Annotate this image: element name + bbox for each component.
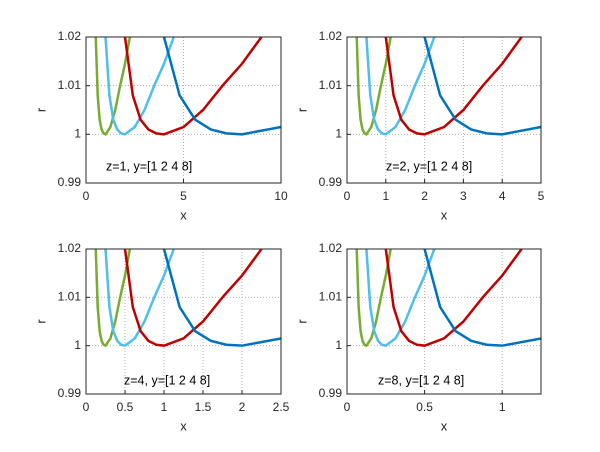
y-tick-label: 0.99 — [319, 386, 343, 400]
x-tick-label: 0 — [344, 400, 351, 414]
subplot: 0.99 1 1.01 1.02 0 0.5 1 z=8, y=[1 2 4 8] x r — [294, 241, 542, 433]
y-tick-label: 1.01 — [319, 290, 343, 304]
y-axis-label: r — [294, 107, 309, 112]
y-tick-label: 1 — [74, 338, 81, 352]
series-line — [423, 249, 541, 347]
y-tick-label: 1.02 — [58, 241, 82, 255]
x-tick-label: 1 — [382, 189, 389, 203]
series-line — [423, 37, 541, 136]
series-line — [94, 249, 132, 348]
y-axis-label: r — [33, 107, 48, 112]
series-line — [384, 37, 523, 136]
x-tick-label: 10 — [274, 189, 288, 203]
x-tick-label: 1.5 — [195, 400, 212, 414]
x-axis-label: x — [180, 418, 187, 433]
series-line — [104, 249, 175, 348]
x-tick-label: 5 — [180, 189, 187, 203]
x-tick-label: 2 — [421, 189, 428, 203]
y-axis-label: r — [294, 319, 309, 324]
x-tick-label: 0.5 — [117, 400, 134, 414]
series-line — [355, 249, 392, 348]
y-tick-label: 1.01 — [58, 290, 82, 304]
x-tick-label: 0 — [83, 400, 90, 414]
series-line — [123, 249, 263, 347]
x-tick-label: 1 — [161, 400, 168, 414]
y-tick-label: 1.01 — [58, 78, 82, 92]
y-tick-label: 1.02 — [58, 29, 82, 43]
x-axis-label: x — [441, 207, 448, 222]
y-tick-label: 0.99 — [319, 175, 343, 189]
axes-frame — [85, 36, 282, 184]
y-tick-label: 1 — [74, 127, 81, 141]
series-line — [384, 249, 523, 347]
x-tick-label: 1 — [499, 400, 506, 414]
x-tick-label: 0.5 — [416, 400, 433, 414]
annotation: z=2, y=[1 2 4 8] — [386, 159, 472, 173]
x-tick-label: 0 — [83, 189, 90, 203]
series-line — [162, 37, 281, 136]
series-line — [162, 249, 281, 347]
x-axis-label: x — [441, 418, 448, 433]
axes-frame — [346, 36, 542, 184]
y-axis-label: r — [33, 319, 48, 324]
x-tick-label: 3 — [460, 189, 467, 203]
axes-frame — [85, 248, 282, 395]
x-tick-label: 5 — [538, 189, 545, 203]
annotation: z=4, y=[1 2 4 8] — [124, 373, 210, 387]
y-tick-label: 1.01 — [319, 78, 343, 92]
y-tick-label: 1 — [335, 338, 342, 352]
y-tick-label: 0.99 — [58, 386, 82, 400]
series-line — [123, 37, 263, 136]
subplot: 0.99 1 1.01 1.02 0 1 2 3 4 5 z=2, y=[1 2 4 8] x r — [294, 29, 544, 222]
y-tick-label: 1.02 — [319, 29, 343, 43]
y-tick-label: 0.99 — [58, 175, 82, 189]
x-tick-label: 4 — [499, 189, 506, 203]
x-tick-label: 0 — [344, 189, 351, 203]
axes-frame — [346, 248, 542, 395]
series-line — [365, 37, 436, 136]
annotation: z=8, y=[1 2 4 8] — [378, 373, 464, 387]
x-axis-label: x — [180, 207, 187, 222]
annotation: z=1, y=[1 2 4 8] — [106, 159, 192, 173]
y-tick-label: 1 — [335, 127, 342, 141]
x-tick-label: 2 — [239, 400, 246, 414]
series-line — [104, 37, 175, 136]
series-line — [365, 249, 436, 348]
series-line — [355, 37, 392, 136]
y-tick-label: 1.02 — [319, 241, 343, 255]
x-tick-label: 2.5 — [273, 400, 290, 414]
subplot: 0.99 1 1.01 1.02 0 0.5 1 1.5 2 2.5 z=4, y=[1 2 4 8… — [33, 241, 289, 433]
subplot: 0.99 1 1.01 1.02 0 5 10 z=1, y=[1 2 4 8] x r — [33, 29, 288, 222]
series-line — [94, 37, 132, 136]
